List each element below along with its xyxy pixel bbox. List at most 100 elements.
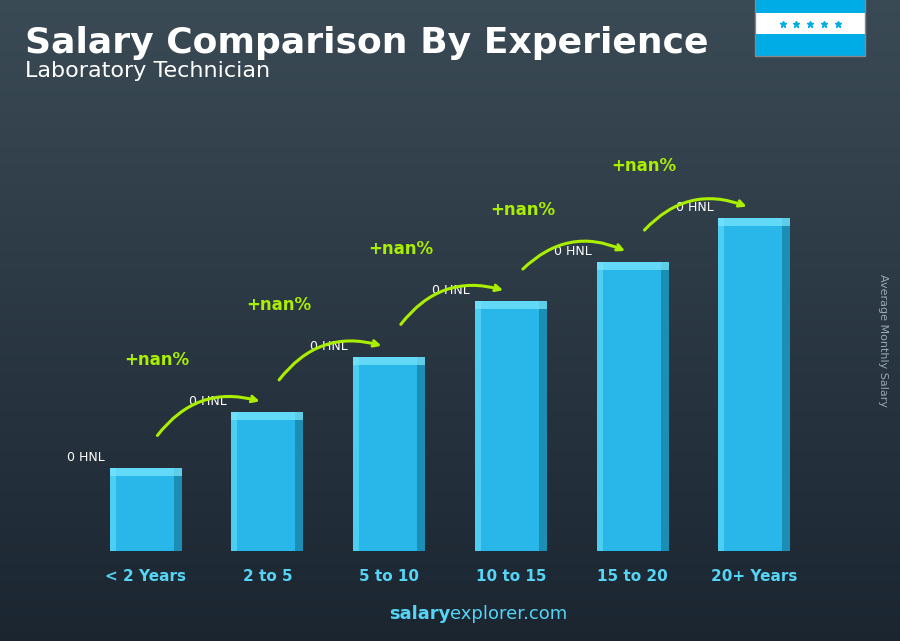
Bar: [0, 113, 900, 114]
Bar: [0, 215, 900, 216]
Bar: [0, 162, 900, 163]
Bar: [0, 364, 900, 365]
Bar: [0, 153, 900, 154]
Bar: [0, 533, 900, 534]
Bar: [0, 280, 900, 281]
Bar: [0, 331, 900, 332]
Bar: [0, 362, 900, 363]
Bar: [0, 593, 900, 594]
Bar: [0, 496, 900, 497]
Bar: [0, 501, 900, 502]
Bar: [0, 605, 900, 606]
Bar: [718, 218, 790, 226]
Bar: [0, 118, 900, 119]
Bar: [0, 84, 900, 85]
Bar: [0, 296, 900, 297]
Bar: [0, 249, 900, 250]
Bar: [0, 639, 900, 640]
Bar: [0, 62, 900, 63]
Text: 0 HNL: 0 HNL: [189, 395, 227, 408]
Bar: [0, 214, 900, 215]
Text: +nan%: +nan%: [368, 240, 433, 258]
Bar: [0, 372, 900, 373]
Bar: [0, 492, 900, 493]
Bar: [0, 261, 900, 262]
Bar: [0, 441, 900, 442]
Bar: [0, 319, 900, 320]
Bar: [0, 323, 900, 324]
Bar: [0, 444, 900, 445]
Bar: [0, 370, 900, 371]
Bar: [0, 13, 900, 14]
Bar: [0, 59, 900, 60]
Bar: [0, 478, 900, 479]
Bar: [0, 629, 900, 630]
Bar: [0, 420, 900, 421]
Bar: [0, 539, 900, 540]
Bar: [0, 432, 900, 433]
Bar: [0, 424, 900, 425]
Bar: [0, 42, 900, 43]
Bar: [0, 565, 900, 566]
Bar: [0, 448, 900, 449]
Bar: [0, 537, 900, 538]
Bar: [0, 385, 900, 386]
Bar: [0, 340, 900, 341]
Bar: [0, 133, 900, 134]
Bar: [0, 232, 900, 233]
Bar: [0, 30, 900, 31]
Bar: [0, 132, 900, 133]
Bar: [0, 309, 900, 310]
Bar: [0, 554, 900, 555]
Bar: [0, 543, 900, 544]
Bar: [0, 453, 900, 454]
Bar: [0, 82, 900, 83]
Bar: [0, 524, 900, 525]
Bar: [0, 350, 900, 351]
Bar: [0, 518, 900, 519]
Bar: [0, 213, 900, 214]
Bar: [0, 526, 900, 527]
Bar: [0, 326, 900, 327]
Bar: [0, 330, 900, 331]
Bar: [0, 139, 900, 140]
Bar: [0, 474, 900, 475]
Bar: [0, 411, 900, 412]
Bar: [0, 256, 900, 257]
Bar: [0, 266, 900, 267]
Bar: [0, 23, 900, 24]
Bar: [0, 302, 900, 303]
Bar: [0, 517, 900, 518]
Bar: [0, 590, 900, 591]
Bar: [0, 275, 900, 276]
Bar: [0, 145, 900, 146]
Bar: [0, 63, 900, 64]
Bar: [0, 335, 900, 336]
Bar: [0, 234, 900, 235]
Bar: [0, 196, 900, 197]
Bar: [0, 295, 900, 296]
Bar: [0, 616, 900, 617]
Bar: [0, 576, 900, 577]
Bar: [0, 273, 900, 274]
Bar: [0, 95, 900, 96]
Bar: [0, 548, 900, 549]
Bar: [0, 187, 900, 188]
Bar: [0, 217, 900, 218]
Bar: [0, 345, 900, 346]
Bar: [0, 430, 900, 431]
Bar: [0, 443, 900, 444]
Text: salary: salary: [389, 605, 450, 623]
Bar: [0, 226, 900, 227]
Bar: [0, 564, 900, 565]
Bar: [0, 394, 900, 395]
Bar: [231, 412, 238, 551]
Bar: [0, 137, 900, 138]
Bar: [0, 577, 900, 578]
Bar: [0, 454, 900, 455]
Bar: [0, 499, 900, 500]
Bar: [0, 166, 900, 167]
Bar: [0, 125, 900, 126]
Bar: [0, 558, 900, 559]
Bar: [0, 271, 900, 272]
